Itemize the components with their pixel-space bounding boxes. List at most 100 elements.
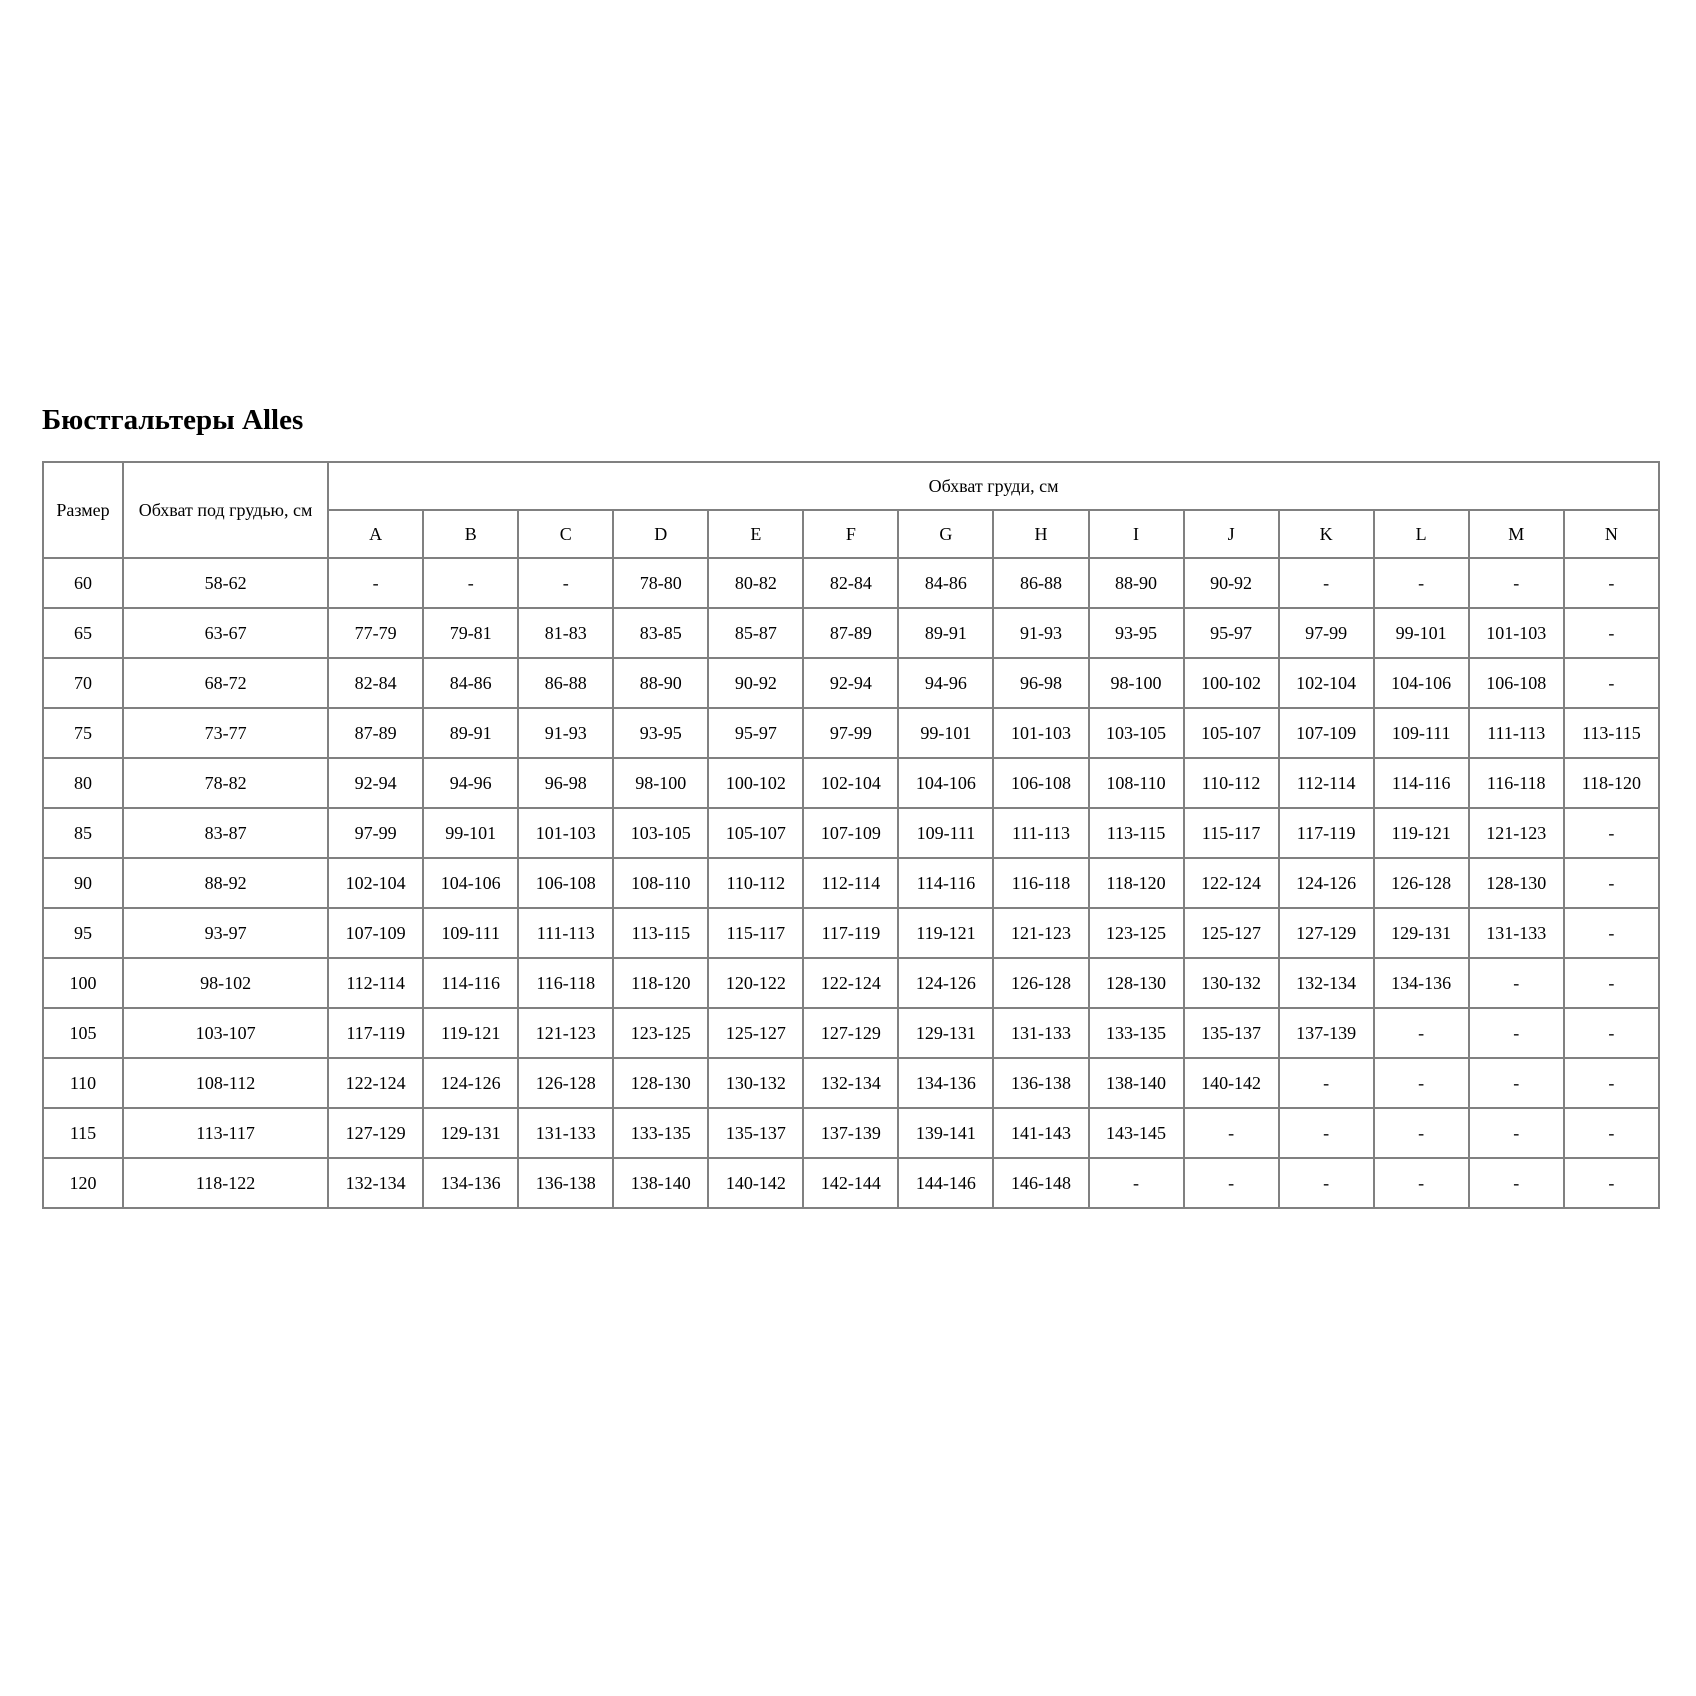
table-header: Размер Обхват под грудью, см Обхват груд… xyxy=(41,461,1661,559)
cup-value-cell: - xyxy=(1467,957,1565,1009)
cup-value-cell: 131-133 xyxy=(517,1107,615,1159)
underbust-cell: 108-112 xyxy=(122,1057,330,1109)
cup-value-cell: 123-125 xyxy=(612,1007,710,1059)
cup-value-cell: 115-117 xyxy=(1182,807,1280,859)
cup-value-cell: 104-106 xyxy=(1372,657,1470,709)
cup-value-cell: - xyxy=(1277,1057,1375,1109)
cup-value-cell: 118-120 xyxy=(1087,857,1185,909)
cup-value-cell: 134-136 xyxy=(1372,957,1470,1009)
cup-value-cell: - xyxy=(517,557,615,609)
cup-value-cell: 136-138 xyxy=(517,1157,615,1209)
size-cell: 60 xyxy=(41,557,125,609)
cup-column-header: C xyxy=(517,509,615,559)
cup-value-cell: 99-101 xyxy=(422,807,520,859)
cup-value-cell: 81-83 xyxy=(517,607,615,659)
size-cell: 115 xyxy=(41,1107,125,1159)
cup-value-cell: 108-110 xyxy=(1087,757,1185,809)
cup-value-cell: 79-81 xyxy=(422,607,520,659)
cup-value-cell: 114-116 xyxy=(897,857,995,909)
cup-value-cell: 126-128 xyxy=(1372,857,1470,909)
table-header-row-top: Размер Обхват под грудью, см Обхват груд… xyxy=(41,461,1660,559)
cup-value-cell: 120-122 xyxy=(707,957,805,1009)
cup-column-header: M xyxy=(1467,509,1565,559)
table-row: 60 58-62- - -78-80 80-82 82-84 84-86 86-88 88-90… xyxy=(41,557,1661,609)
cup-value-cell: 83-85 xyxy=(612,607,710,659)
cup-value-cell: 101-103 xyxy=(517,807,615,859)
cup-value-cell: 112-114 xyxy=(327,957,425,1009)
cup-value-cell: 134-136 xyxy=(897,1057,995,1109)
cup-value-cell: 140-142 xyxy=(1182,1057,1280,1109)
cup-value-cell: 146-148 xyxy=(992,1157,1090,1209)
cup-value-cell: 84-86 xyxy=(422,657,520,709)
cup-value-cell: 102-104 xyxy=(802,757,900,809)
cup-value-cell: 88-90 xyxy=(1087,557,1185,609)
cup-value-cell: 139-141 xyxy=(897,1107,995,1159)
underbust-cell: 73-77 xyxy=(122,707,330,759)
cup-value-cell: 91-93 xyxy=(517,707,615,759)
underbust-cell: 118-122 xyxy=(122,1157,330,1209)
cup-value-cell: 102-104 xyxy=(327,857,425,909)
cup-value-cell: 106-108 xyxy=(1467,657,1565,709)
cup-column-header: A xyxy=(327,509,425,559)
size-cell: 70 xyxy=(41,657,125,709)
cup-value-cell: 128-130 xyxy=(1087,957,1185,1009)
table-row: 120 118-122 132-134 134-136 136-138 138-140 14… xyxy=(41,1157,1661,1209)
cup-value-cell: 78-80 xyxy=(612,557,710,609)
cup-value-cell: 119-121 xyxy=(422,1007,520,1059)
cup-value-cell: - xyxy=(1467,1107,1565,1159)
cup-value-cell: 97-99 xyxy=(802,707,900,759)
cup-value-cell: 125-127 xyxy=(1182,907,1280,959)
cup-value-cell: 138-140 xyxy=(612,1157,710,1209)
cup-value-cell: - xyxy=(1182,1107,1280,1159)
table-row: 100 98-102 112-114 114-116 116-118 118-120 120… xyxy=(41,957,1661,1009)
cup-value-cell: 131-133 xyxy=(992,1007,1090,1059)
cup-value-cell: 99-101 xyxy=(1372,607,1470,659)
cup-value-cell: 87-89 xyxy=(327,707,425,759)
cup-value-cell: 133-135 xyxy=(612,1107,710,1159)
cup-value-cell: 113-115 xyxy=(1087,807,1185,859)
cup-value-cell: 105-107 xyxy=(1182,707,1280,759)
cup-value-cell: 95-97 xyxy=(1182,607,1280,659)
cup-value-cell: 129-131 xyxy=(422,1107,520,1159)
cup-value-cell: - xyxy=(1562,957,1661,1009)
cup-value-cell: 121-123 xyxy=(992,907,1090,959)
cup-value-cell: - xyxy=(1562,1007,1661,1059)
cup-value-cell: 114-116 xyxy=(1372,757,1470,809)
cup-value-cell: - xyxy=(1562,1107,1661,1159)
cup-column-header: L xyxy=(1372,509,1470,559)
cup-value-cell: 135-137 xyxy=(707,1107,805,1159)
cup-column-header: E xyxy=(707,509,805,559)
cup-value-cell: 96-98 xyxy=(517,757,615,809)
cup-value-cell: 86-88 xyxy=(517,657,615,709)
cup-value-cell: 132-134 xyxy=(802,1057,900,1109)
cup-value-cell: - xyxy=(1562,1157,1661,1209)
cup-value-cell: 104-106 xyxy=(897,757,995,809)
underbust-cell: 58-62 xyxy=(122,557,330,609)
cup-value-cell: 113-115 xyxy=(1562,707,1661,759)
cup-value-cell: 117-119 xyxy=(327,1007,425,1059)
cup-column-header: F xyxy=(802,509,900,559)
cup-value-cell: 119-121 xyxy=(897,907,995,959)
cup-value-cell: 134-136 xyxy=(422,1157,520,1209)
cup-value-cell: 107-109 xyxy=(327,907,425,959)
cup-value-cell: 101-103 xyxy=(1467,607,1565,659)
cup-value-cell: 128-130 xyxy=(612,1057,710,1109)
cup-value-cell: 141-143 xyxy=(992,1107,1090,1159)
cup-value-cell: 107-109 xyxy=(802,807,900,859)
underbust-cell: 93-97 xyxy=(122,907,330,959)
cup-value-cell: 118-120 xyxy=(1562,757,1661,809)
cup-value-cell: - xyxy=(1277,1107,1375,1159)
underbust-cell: 103-107 xyxy=(122,1007,330,1059)
size-cell: 75 xyxy=(41,707,125,759)
cup-value-cell: 94-96 xyxy=(897,657,995,709)
cup-value-cell: 94-96 xyxy=(422,757,520,809)
cup-value-cell: - xyxy=(1372,1107,1470,1159)
cup-value-cell: 128-130 xyxy=(1467,857,1565,909)
cup-column-header: G xyxy=(897,509,995,559)
underbust-cell: 68-72 xyxy=(122,657,330,709)
size-cell: 65 xyxy=(41,607,125,659)
cup-value-cell: 121-123 xyxy=(1467,807,1565,859)
cup-value-cell: 109-111 xyxy=(1372,707,1470,759)
cup-value-cell: 84-86 xyxy=(897,557,995,609)
cup-value-cell: 129-131 xyxy=(897,1007,995,1059)
